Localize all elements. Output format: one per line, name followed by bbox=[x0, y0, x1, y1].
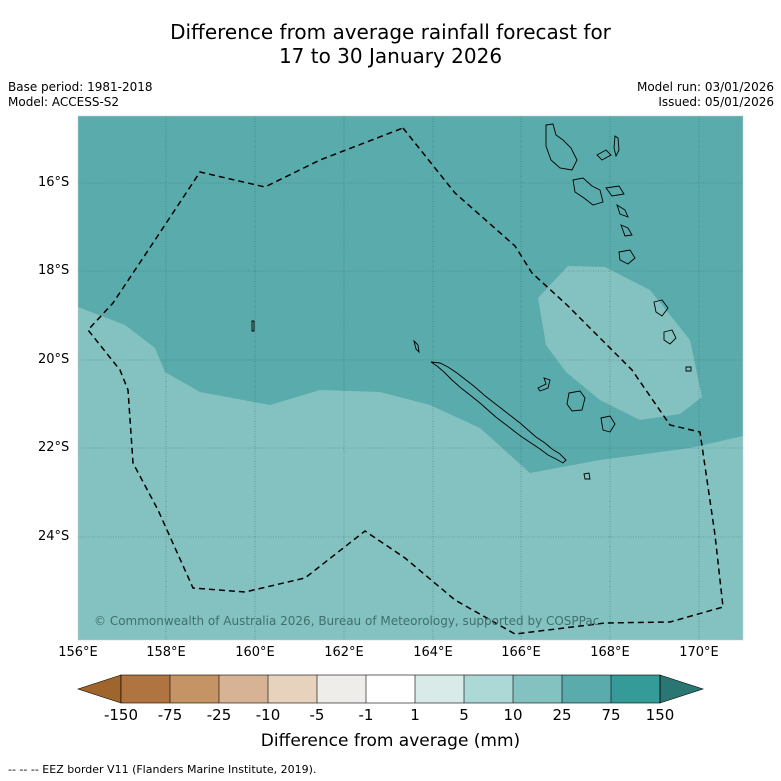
new-caledonia-island bbox=[430, 361, 567, 464]
lifou-island bbox=[566, 390, 586, 412]
colorbar-arrow-low bbox=[77, 674, 122, 704]
lon-label-160e: 160°E bbox=[235, 645, 275, 660]
aneityum-island bbox=[663, 329, 677, 345]
colorbar-tick: 75 bbox=[601, 706, 621, 724]
lon-label-158e: 158°E bbox=[146, 645, 186, 660]
title-line-1: Difference from average rainfall forecas… bbox=[170, 20, 611, 44]
colorbar-segment bbox=[464, 675, 513, 703]
colorbar-tick: 150 bbox=[645, 706, 675, 724]
colorbar-segment bbox=[513, 675, 562, 703]
espiritu-santo-island bbox=[545, 123, 578, 171]
mare-island bbox=[600, 415, 616, 433]
tanna-island bbox=[653, 299, 669, 317]
copyright-notice: © Commonwealth of Australia 2026, Bureau… bbox=[94, 614, 600, 628]
colorbar-tick: -75 bbox=[157, 706, 183, 724]
graticule bbox=[78, 116, 743, 640]
small-islet-hunter bbox=[685, 366, 692, 372]
lat-label-20s: 20°S bbox=[38, 352, 70, 367]
colorbar-tick: 5 bbox=[459, 706, 469, 724]
colorbar bbox=[77, 674, 704, 704]
title-line-2: 17 to 30 January 2026 bbox=[278, 44, 503, 68]
model-run: Model run: 03/01/2026 bbox=[636, 80, 774, 94]
lon-label-168e: 168°E bbox=[590, 645, 630, 660]
colorbar-outline bbox=[120, 674, 661, 704]
eez-legend-footnote: -- -- -- EEZ border V11 (Flanders Marine… bbox=[8, 763, 317, 776]
colorbar-segment bbox=[317, 675, 366, 703]
colorbar-segment bbox=[170, 675, 219, 703]
colorbar-tick: -5 bbox=[309, 706, 325, 724]
colorbar-tick: -150 bbox=[103, 706, 139, 724]
colorbar-tick: 25 bbox=[552, 706, 572, 724]
colorbar-segment bbox=[121, 675, 170, 703]
colorbar-tick: -10 bbox=[255, 706, 281, 724]
maewo-island bbox=[613, 135, 620, 158]
eez-border bbox=[87, 127, 724, 635]
colorbar-segment bbox=[562, 675, 611, 703]
issued-date: Issued: 05/01/2026 bbox=[658, 95, 774, 109]
colorbar-segment bbox=[268, 675, 317, 703]
lat-label-22s: 22°S bbox=[38, 440, 70, 455]
belep-islet bbox=[413, 339, 420, 354]
colorbar-tick: -25 bbox=[206, 706, 232, 724]
lat-label-24s: 24°S bbox=[38, 529, 70, 544]
ambae-island bbox=[596, 149, 612, 161]
lon-label-164e: 164°E bbox=[413, 645, 453, 660]
isle-of-pines bbox=[583, 472, 591, 480]
map-title: Difference from average rainfall forecas… bbox=[0, 20, 781, 68]
epi-island bbox=[616, 203, 629, 218]
erromango-island bbox=[618, 249, 636, 265]
colorbar-segment bbox=[415, 675, 464, 703]
lon-label-162e: 162°E bbox=[324, 645, 364, 660]
lon-label-170e: 170°E bbox=[679, 645, 719, 660]
rainfall-patch-east bbox=[538, 266, 702, 420]
map-frame bbox=[77, 115, 744, 641]
lon-label-156e: 156°E bbox=[58, 645, 98, 660]
colorbar-tick: 1 bbox=[410, 706, 420, 724]
chesterfield-islet bbox=[251, 320, 255, 332]
colorbar-tick: -1 bbox=[358, 706, 374, 724]
malakula-island bbox=[572, 177, 604, 206]
ouvea-island bbox=[537, 377, 551, 392]
meta-right: Model run: 03/01/2026 Issued: 05/01/2026 bbox=[637, 80, 774, 110]
lat-label-18s: 18°S bbox=[38, 263, 70, 278]
meta-left: Base period: 1981-2018 Model: ACCESS-S2 bbox=[8, 80, 153, 110]
map-area bbox=[78, 116, 743, 640]
rainfall-band-5-10-south bbox=[78, 307, 743, 640]
base-period: Base period: 1981-2018 bbox=[8, 80, 153, 94]
lat-label-16s: 16°S bbox=[38, 175, 70, 190]
colorbar-segment bbox=[219, 675, 268, 703]
colorbar-title: Difference from average (mm) bbox=[260, 731, 521, 751]
model-name: Model: ACCESS-S2 bbox=[8, 95, 120, 109]
pentecost-ambrym bbox=[605, 185, 625, 197]
colorbar-segment bbox=[611, 675, 660, 703]
colorbar-tick: 10 bbox=[503, 706, 523, 724]
colorbar-arrow-high bbox=[659, 674, 704, 704]
efate-island bbox=[620, 224, 633, 237]
colorbar-segment bbox=[366, 675, 415, 703]
lon-label-166e: 166°E bbox=[501, 645, 541, 660]
